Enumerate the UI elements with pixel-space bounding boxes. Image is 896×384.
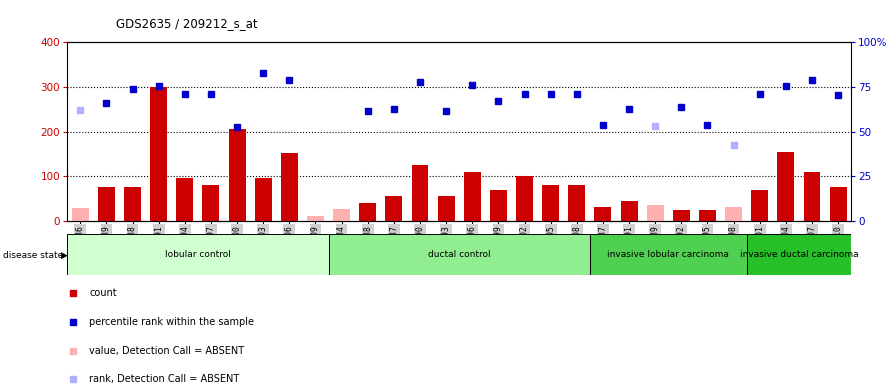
Bar	[202, 185, 220, 221]
Text: ductal control: ductal control	[428, 250, 490, 259]
Bar	[280, 153, 297, 221]
Text: invasive ductal carcinoma: invasive ductal carcinoma	[739, 250, 858, 259]
Bar	[725, 207, 742, 221]
Bar	[542, 185, 559, 221]
Text: lobular control: lobular control	[165, 250, 231, 259]
Bar	[804, 172, 821, 221]
Text: ▶: ▶	[61, 251, 68, 260]
Bar	[647, 205, 664, 221]
Bar	[778, 152, 795, 221]
Bar	[151, 87, 168, 221]
Bar	[568, 185, 585, 221]
Text: value, Detection Call = ABSENT: value, Detection Call = ABSENT	[89, 346, 245, 356]
Bar	[464, 172, 481, 221]
Bar	[307, 216, 324, 221]
Text: count: count	[89, 288, 116, 298]
Bar	[254, 179, 271, 221]
Bar	[490, 190, 507, 221]
Bar	[516, 176, 533, 221]
Bar	[746, 234, 851, 275]
Bar	[98, 187, 115, 221]
Bar	[673, 210, 690, 221]
Bar	[621, 201, 638, 221]
Bar	[228, 129, 246, 221]
Bar	[751, 190, 768, 221]
Text: disease state: disease state	[3, 251, 63, 260]
Bar	[411, 165, 428, 221]
Bar	[385, 196, 402, 221]
Bar	[699, 210, 716, 221]
Bar	[333, 209, 350, 221]
Bar	[124, 187, 141, 221]
Text: percentile rank within the sample: percentile rank within the sample	[89, 317, 254, 327]
Bar	[177, 179, 194, 221]
Text: GDS2635 / 209212_s_at: GDS2635 / 209212_s_at	[116, 17, 258, 30]
Text: rank, Detection Call = ABSENT: rank, Detection Call = ABSENT	[89, 374, 239, 384]
Bar	[329, 234, 590, 275]
Bar	[359, 203, 376, 221]
Text: invasive lobular carcinoma: invasive lobular carcinoma	[607, 250, 729, 259]
Bar	[590, 234, 746, 275]
Bar	[72, 208, 89, 221]
Bar	[437, 196, 454, 221]
Bar	[67, 234, 329, 275]
Bar	[594, 207, 611, 221]
Bar	[830, 187, 847, 221]
